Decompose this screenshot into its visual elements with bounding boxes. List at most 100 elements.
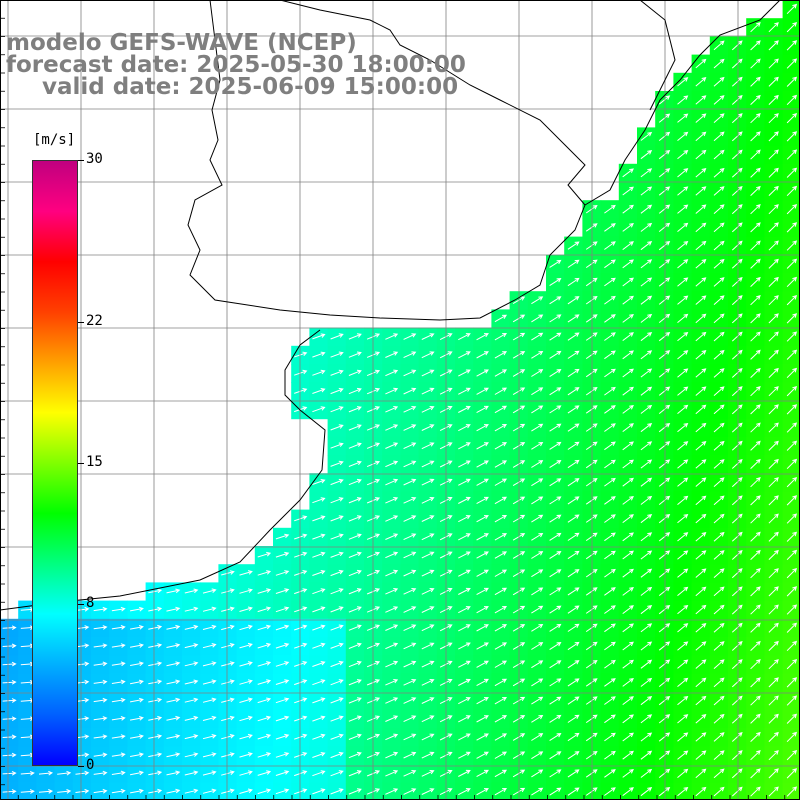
colorbar-tick-label: 30 [86, 151, 103, 167]
wind-arrow [403, 679, 417, 686]
wind-arrow [202, 661, 217, 667]
wind-arrow [567, 751, 580, 760]
wind-arrow [750, 295, 761, 306]
wind-arrow [567, 569, 580, 578]
wind-arrow [239, 624, 253, 631]
wind-arrow [658, 695, 671, 706]
wind-arrow [476, 442, 489, 450]
wind-arrow [640, 677, 653, 687]
wind-arrow [622, 459, 634, 469]
wind-arrow [312, 533, 326, 540]
wind-arrow [421, 569, 435, 577]
wind-arrow [348, 497, 362, 504]
wind-arrow [567, 787, 580, 796]
wind-arrow [567, 496, 580, 505]
wind-arrow [585, 514, 598, 523]
wind-arrow [57, 789, 72, 794]
wind-arrow [458, 642, 471, 650]
wind-arrow [567, 696, 580, 705]
wind-arrow [768, 695, 779, 706]
wind-arrow [148, 715, 163, 721]
wind-arrow [750, 313, 761, 324]
wind-arrow [677, 695, 689, 706]
wind-arrow [604, 441, 616, 451]
wind-arrow [549, 259, 562, 268]
wind-arrow [458, 424, 471, 432]
wind-arrow [257, 770, 272, 776]
wind-arrow [458, 733, 471, 741]
wind-arrow [476, 606, 489, 614]
wind-arrow [549, 314, 562, 323]
wind-arrow [385, 733, 399, 741]
wind-arrow [531, 478, 544, 487]
wind-arrow [640, 222, 653, 232]
wind-arrow [385, 551, 399, 559]
wind-arrow [750, 149, 761, 160]
wind-arrow [750, 331, 761, 342]
wind-arrow [786, 476, 798, 488]
wind-arrow [494, 423, 508, 432]
wind-arrow [677, 550, 689, 560]
wind-arrow [130, 643, 144, 648]
wind-arrow [494, 660, 508, 668]
wind-arrow [257, 733, 272, 740]
wind-arrow [458, 569, 471, 577]
wind-arrow [531, 460, 544, 468]
wind-arrow [385, 588, 399, 595]
wind-arrow [640, 313, 653, 323]
wind-arrow [403, 460, 417, 468]
wind-arrow [531, 696, 544, 705]
wind-arrow [585, 387, 598, 396]
wind-arrow [221, 643, 235, 649]
wind-arrow [640, 241, 653, 251]
wind-arrow [567, 514, 580, 523]
wind-arrow [731, 604, 743, 615]
wind-arrow [750, 422, 761, 433]
wind-arrow [184, 734, 199, 740]
wind-arrow [604, 605, 616, 614]
wind-arrow [768, 258, 779, 269]
wind-arrow [330, 533, 344, 540]
wind-arrow [768, 22, 779, 33]
wind-arrow [421, 351, 435, 359]
wind-arrow [549, 387, 562, 396]
wind-arrow [458, 387, 471, 395]
wind-arrow [476, 751, 489, 759]
wind-arrow [312, 661, 326, 667]
wind-arrow [111, 697, 126, 703]
wind-arrow [494, 569, 508, 577]
wind-arrow [695, 477, 707, 487]
wind-arrow [312, 752, 326, 758]
wind-arrow [403, 387, 417, 395]
wind-arrow [713, 422, 725, 433]
wind-arrow [750, 695, 761, 706]
wind-arrow [476, 769, 489, 778]
wind-arrow [786, 167, 798, 178]
wind-arrow [275, 533, 290, 540]
wind-arrow [348, 697, 362, 704]
wind-arrow [604, 587, 616, 596]
wind-arrow [786, 713, 798, 724]
wind-arrow [403, 624, 417, 632]
wind-arrow [658, 149, 671, 160]
wind-arrow [768, 76, 779, 87]
wind-arrow [622, 787, 634, 796]
wind-arrow [585, 277, 598, 287]
wind-arrow [750, 113, 761, 124]
wind-arrow [750, 586, 761, 597]
wind-arrow [677, 714, 689, 724]
wind-arrow [93, 679, 108, 685]
wind-arrow [658, 604, 671, 615]
wind-arrow [549, 514, 562, 523]
wind-arrow [330, 642, 344, 649]
wind-arrow [713, 513, 725, 524]
wind-arrow [549, 696, 562, 705]
wind-arrow [549, 350, 562, 359]
wind-arrow [695, 550, 707, 560]
wind-arrow [731, 276, 743, 287]
wind-arrow [622, 641, 634, 651]
wind-arrow [312, 624, 326, 631]
wind-arrow [111, 734, 126, 739]
wind-arrow [786, 549, 798, 561]
wind-arrow [695, 404, 707, 415]
